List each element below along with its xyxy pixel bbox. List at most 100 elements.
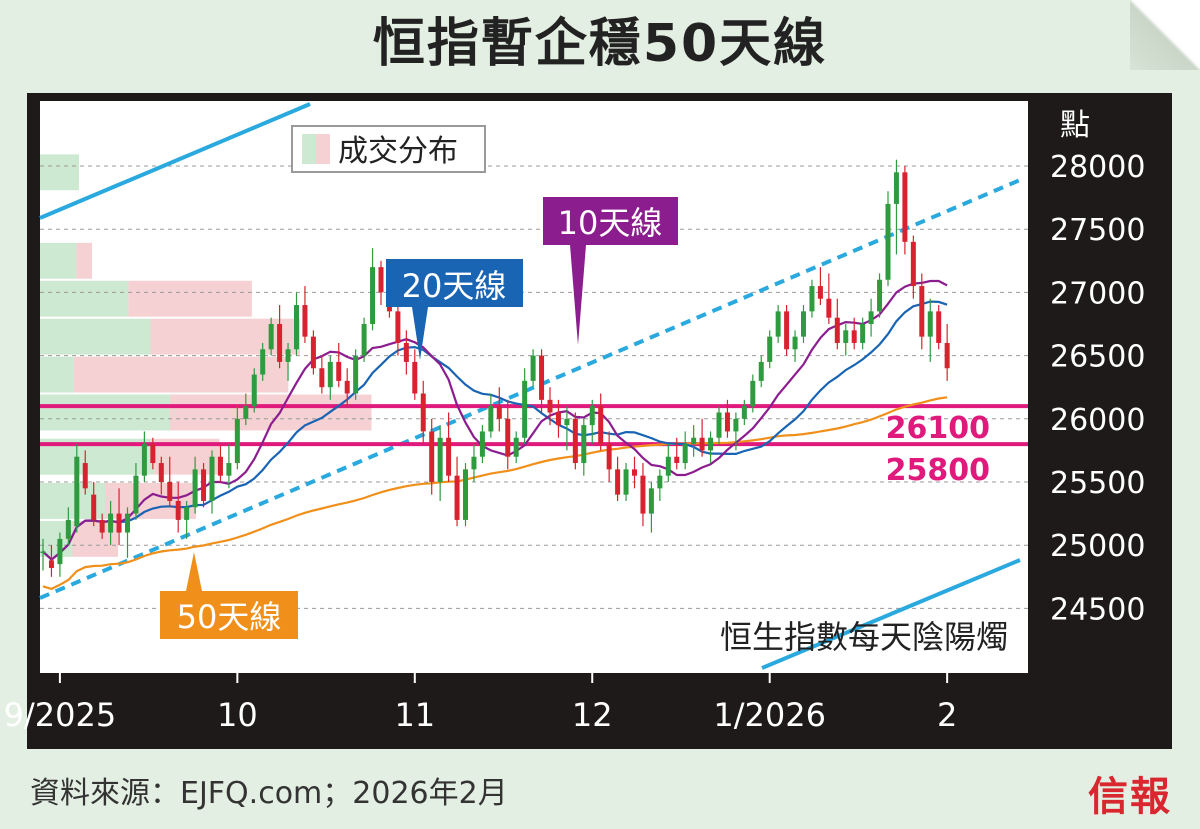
candle: [74, 444, 80, 533]
callout-ma50-label: 50天線: [177, 598, 282, 636]
candle: [251, 368, 257, 413]
candle: [471, 444, 477, 482]
candle-body: [674, 456, 680, 464]
candle: [944, 324, 950, 381]
candle: [589, 399, 595, 445]
candle: [784, 305, 790, 356]
candle-body: [513, 437, 519, 457]
candle: [133, 463, 139, 520]
trend-line-lower: [761, 558, 1021, 670]
candle-body: [167, 482, 173, 501]
candle-body: [260, 349, 266, 375]
candle: [851, 317, 857, 350]
candle: [285, 342, 291, 381]
candle: [758, 355, 764, 388]
candle: [496, 387, 502, 432]
candle-body: [82, 463, 88, 489]
candle-body: [665, 456, 671, 476]
candle: [479, 425, 485, 464]
y-tick-label: 24500: [1050, 592, 1145, 627]
candle: [665, 444, 671, 482]
candle-body: [750, 380, 756, 407]
candle-body: [209, 456, 215, 501]
volume-bar-down: [150, 318, 300, 355]
candle: [234, 406, 240, 470]
candle: [429, 418, 435, 495]
candle-body: [809, 286, 815, 312]
candle-body: [294, 305, 299, 350]
candle-body: [310, 336, 316, 369]
y-tick-label: 26000: [1050, 403, 1145, 438]
candle: [116, 488, 122, 546]
volume-bar-up: [40, 280, 129, 317]
candle: [420, 380, 426, 445]
candle-body: [108, 513, 114, 533]
candle: [767, 330, 773, 369]
candle-body: [403, 342, 409, 362]
candle-body: [530, 355, 536, 381]
candle-body: [268, 324, 274, 350]
candle: [209, 450, 215, 514]
level-26100-label: 26100: [886, 411, 990, 446]
candle: [319, 355, 325, 394]
candle-body: [454, 475, 460, 520]
candle: [57, 532, 63, 577]
volume-bar-down: [76, 242, 92, 279]
volume-bar-up: [40, 318, 151, 355]
candle-body: [99, 519, 105, 533]
candle-body: [834, 317, 840, 343]
candle: [158, 456, 164, 495]
candle-body: [843, 330, 849, 343]
candle-body: [40, 551, 46, 554]
candle-body: [505, 418, 511, 457]
candle-body: [412, 361, 418, 394]
candle-body: [327, 361, 333, 388]
y-axis-label: 點: [1060, 108, 1090, 143]
candle-body: [133, 475, 139, 514]
candle-body: [547, 399, 553, 413]
candle: [125, 507, 130, 558]
candle-body: [65, 519, 71, 539]
candle-body: [868, 311, 874, 324]
candle-body: [733, 418, 739, 432]
candle-body: [564, 418, 570, 426]
candle-body: [48, 560, 54, 568]
candle-body: [378, 267, 384, 293]
candle-body: [319, 368, 325, 388]
level-25800-label: 25800: [886, 453, 990, 488]
candle: [82, 450, 88, 495]
candle-body: [741, 406, 747, 419]
candle-body: [792, 336, 798, 350]
volume-bar-up: [40, 242, 77, 279]
candle-body: [910, 241, 916, 287]
candle-body: [141, 444, 147, 476]
candle: [268, 317, 274, 356]
candle: [809, 279, 815, 318]
candle-body: [116, 513, 122, 533]
candle: [108, 500, 114, 546]
volume-bar-up: [40, 154, 79, 191]
candle: [184, 500, 190, 539]
candle: [539, 349, 545, 413]
candle: [40, 538, 46, 571]
callout-ma10-label: 10天線: [558, 204, 663, 242]
candle: [277, 305, 283, 369]
candle-body: [555, 412, 561, 426]
trend-line-upper: [39, 102, 311, 220]
candle: [294, 292, 299, 356]
candle: [817, 267, 823, 306]
candle: [801, 305, 806, 343]
trend-line-dotted: [39, 178, 1021, 600]
candle: [378, 260, 384, 306]
candle-body: [817, 286, 823, 299]
candle: [572, 412, 578, 470]
x-tick-label: 2: [937, 696, 957, 734]
candle: [65, 507, 71, 546]
candle-body: [539, 355, 545, 400]
candle-body: [522, 380, 528, 438]
candle-body: [184, 507, 190, 520]
candle-body: [606, 444, 612, 470]
candle: [919, 273, 925, 350]
candle: [615, 456, 621, 501]
candle: [750, 374, 756, 413]
